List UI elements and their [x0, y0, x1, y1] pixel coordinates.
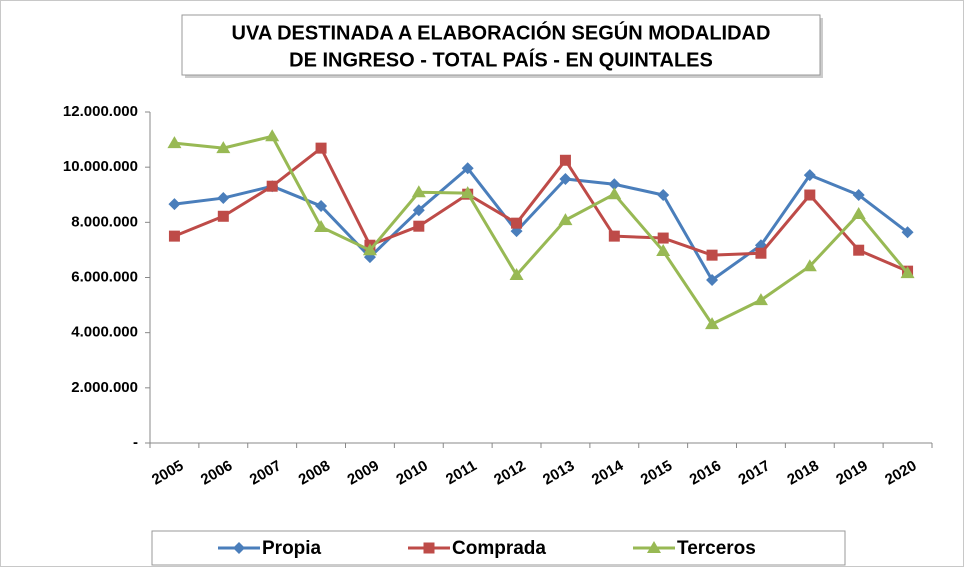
marker [901, 226, 914, 239]
legend-box [151, 530, 846, 566]
y-tick-label: 4.000.000 [71, 324, 138, 341]
marker [802, 259, 817, 272]
marker [412, 204, 425, 217]
legend-label: Terceros [677, 538, 756, 559]
series-line [173, 146, 909, 273]
marker [608, 230, 620, 242]
marker [217, 210, 229, 222]
series-line [174, 166, 909, 282]
marker [755, 247, 767, 259]
marker [656, 244, 671, 257]
title-box [181, 14, 821, 76]
marker [852, 189, 865, 202]
y-tick-label: 12.000.000 [63, 103, 138, 120]
y-tick-label: 8.000.000 [71, 213, 138, 230]
marker [706, 249, 718, 261]
marker [853, 244, 865, 256]
marker [423, 542, 435, 554]
marker [362, 243, 377, 256]
marker [217, 192, 230, 205]
marker [706, 273, 719, 286]
marker [411, 185, 426, 198]
y-tick-label: 2.000.000 [71, 379, 138, 396]
marker [460, 186, 475, 199]
marker [168, 198, 181, 211]
series-line [174, 134, 909, 326]
marker [559, 154, 571, 166]
marker [461, 162, 474, 175]
marker [851, 207, 866, 220]
marker [315, 200, 328, 213]
marker [647, 541, 661, 553]
marker [167, 136, 182, 149]
marker [705, 317, 720, 330]
chart-title: UVA DESTINADA A ELABORACIÓN SEGÚN MODALI… [232, 20, 771, 44]
marker [607, 187, 622, 200]
y-tick-label: 10.000.000 [63, 158, 138, 175]
marker [314, 220, 329, 233]
marker [233, 542, 245, 554]
marker [216, 141, 231, 154]
marker [559, 173, 572, 186]
marker [753, 293, 768, 306]
marker [509, 268, 524, 281]
marker [608, 178, 621, 191]
marker [168, 230, 180, 242]
y-tick-label: - [133, 434, 138, 451]
marker [558, 213, 573, 226]
chart-title: DE INGRESO - TOTAL PAÍS - EN QUINTALES [289, 48, 713, 71]
marker [657, 232, 669, 244]
legend-label: Comprada [452, 538, 546, 559]
legend-label: Propia [262, 538, 322, 559]
marker [413, 220, 425, 232]
marker [657, 189, 670, 202]
marker [315, 142, 327, 154]
marker [266, 180, 278, 192]
marker [265, 129, 280, 142]
marker [363, 251, 376, 264]
marker [900, 266, 915, 279]
marker [804, 189, 816, 201]
y-tick-label: 6.000.000 [71, 268, 138, 285]
marker [803, 169, 816, 182]
marker [511, 217, 523, 229]
